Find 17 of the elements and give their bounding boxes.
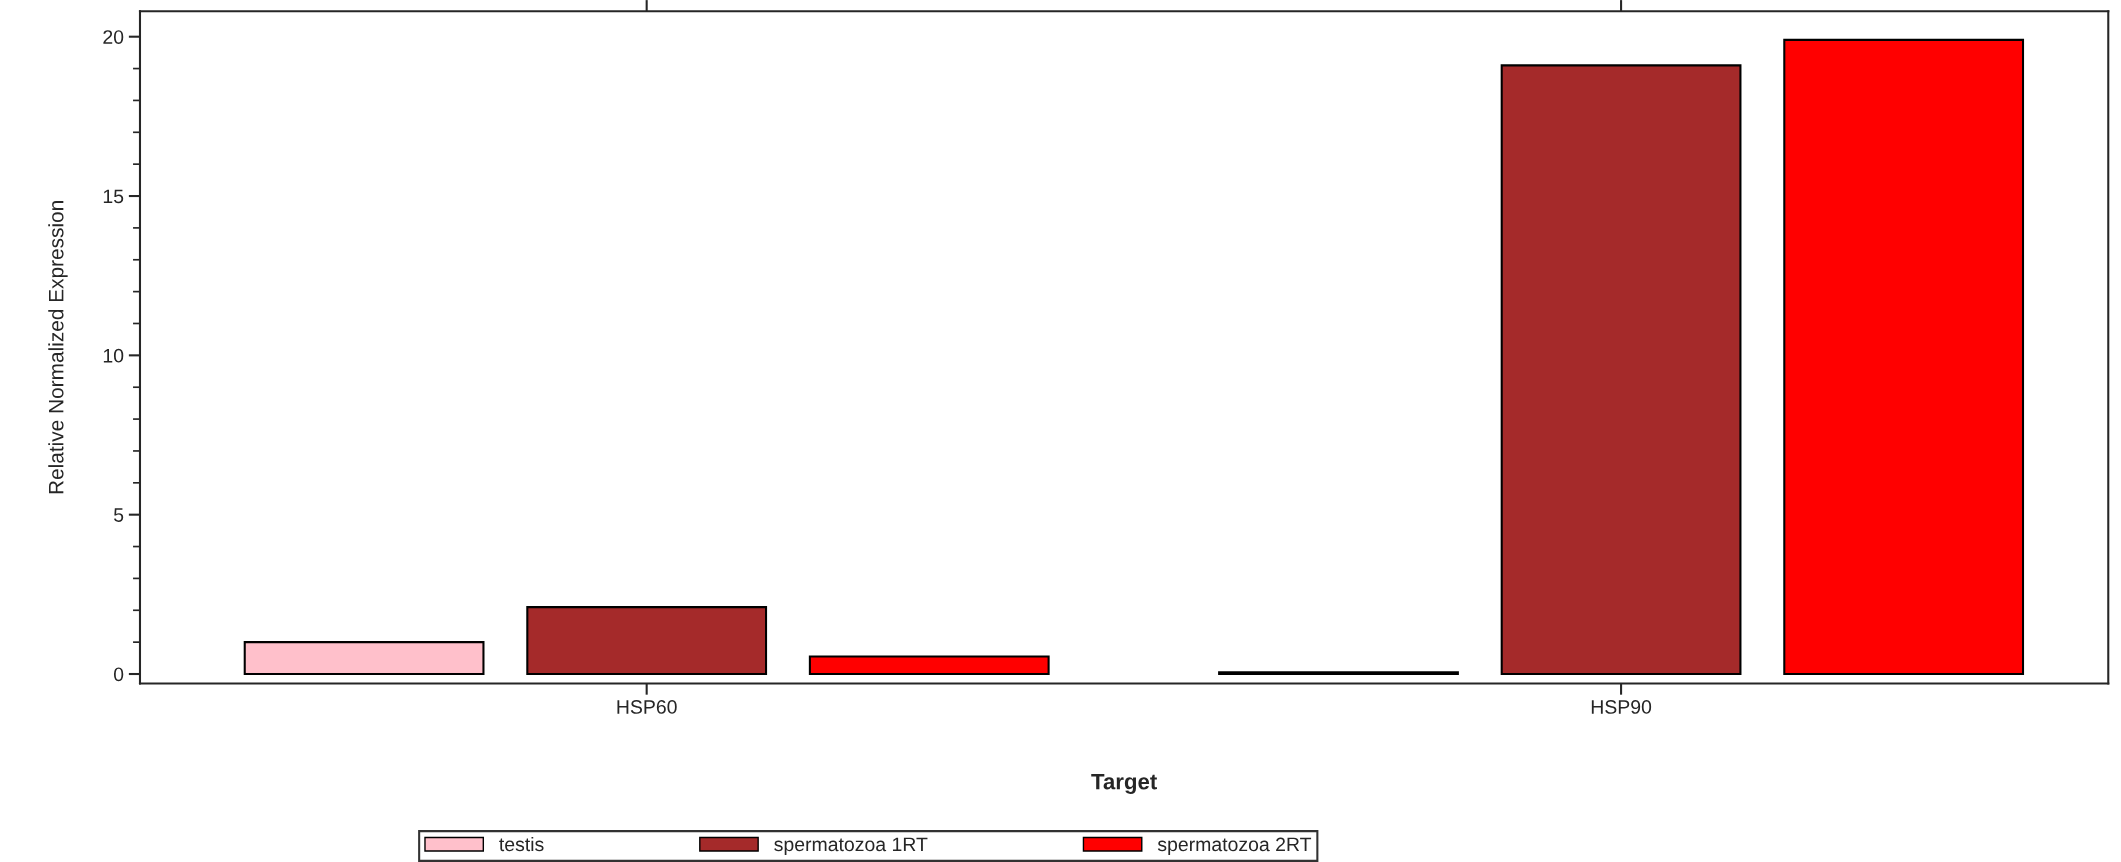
bar xyxy=(526,606,768,676)
x-tick-label: HSP60 xyxy=(617,700,677,714)
y-tick-label: 10 xyxy=(103,348,124,363)
y-axis-title: Relative Normalized Expression xyxy=(48,201,68,494)
y-tick-label: 0 xyxy=(113,667,124,682)
legend-label: spermatozoa 1RT xyxy=(774,837,928,856)
y-tick-label: 5 xyxy=(113,508,124,522)
bar xyxy=(1500,64,1742,676)
legend-label: testis xyxy=(499,836,544,852)
bar xyxy=(1783,38,2025,676)
x-tick-label: HSP90 xyxy=(1591,700,1652,714)
x-axis-title: Target xyxy=(1091,773,1157,794)
y-tick-label: 20 xyxy=(103,30,124,44)
bar xyxy=(808,655,1050,676)
y-tick-label: 15 xyxy=(103,189,124,204)
bar xyxy=(243,641,485,676)
legend-label: spermatozoa 2RT xyxy=(1157,837,1312,856)
